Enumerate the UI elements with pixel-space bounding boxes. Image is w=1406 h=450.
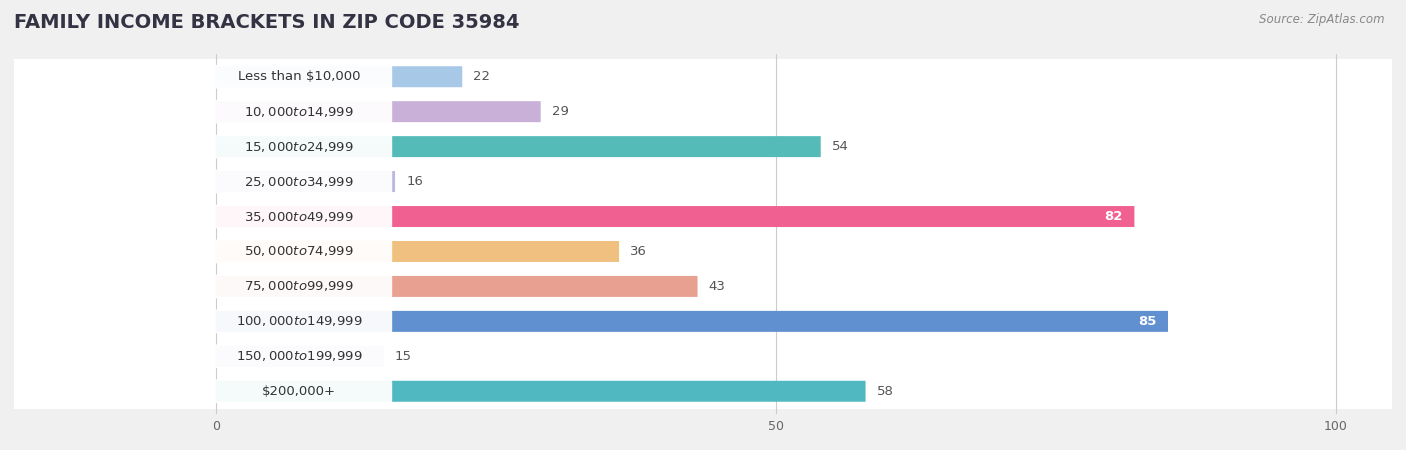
Text: 36: 36 — [630, 245, 647, 258]
Text: 82: 82 — [1105, 210, 1123, 223]
Text: $100,000 to $149,999: $100,000 to $149,999 — [236, 315, 363, 328]
FancyBboxPatch shape — [215, 171, 395, 192]
FancyBboxPatch shape — [14, 164, 1392, 199]
Text: 58: 58 — [876, 385, 893, 398]
FancyBboxPatch shape — [14, 59, 1392, 94]
Text: $25,000 to $34,999: $25,000 to $34,999 — [245, 175, 354, 189]
Text: 43: 43 — [709, 280, 725, 293]
FancyBboxPatch shape — [215, 346, 384, 367]
Text: Source: ZipAtlas.com: Source: ZipAtlas.com — [1260, 14, 1385, 27]
Text: 22: 22 — [474, 70, 491, 83]
FancyBboxPatch shape — [205, 344, 392, 368]
Text: $200,000+: $200,000+ — [262, 385, 336, 398]
Text: 29: 29 — [551, 105, 568, 118]
FancyBboxPatch shape — [205, 274, 392, 298]
Text: Less than $10,000: Less than $10,000 — [238, 70, 360, 83]
FancyBboxPatch shape — [215, 311, 1168, 332]
FancyBboxPatch shape — [205, 205, 392, 229]
FancyBboxPatch shape — [205, 379, 392, 403]
FancyBboxPatch shape — [205, 135, 392, 158]
Text: 15: 15 — [395, 350, 412, 363]
FancyBboxPatch shape — [215, 381, 866, 402]
FancyBboxPatch shape — [205, 170, 392, 194]
Text: FAMILY INCOME BRACKETS IN ZIP CODE 35984: FAMILY INCOME BRACKETS IN ZIP CODE 35984 — [14, 14, 520, 32]
Text: $75,000 to $99,999: $75,000 to $99,999 — [245, 279, 354, 293]
FancyBboxPatch shape — [215, 206, 1135, 227]
Text: $10,000 to $14,999: $10,000 to $14,999 — [245, 105, 354, 119]
FancyBboxPatch shape — [14, 234, 1392, 269]
FancyBboxPatch shape — [14, 304, 1392, 339]
FancyBboxPatch shape — [215, 241, 619, 262]
FancyBboxPatch shape — [215, 276, 697, 297]
FancyBboxPatch shape — [14, 374, 1392, 409]
FancyBboxPatch shape — [205, 65, 392, 89]
Text: 85: 85 — [1139, 315, 1157, 328]
Text: $15,000 to $24,999: $15,000 to $24,999 — [245, 140, 354, 153]
FancyBboxPatch shape — [14, 338, 1392, 374]
FancyBboxPatch shape — [14, 129, 1392, 164]
Text: $150,000 to $199,999: $150,000 to $199,999 — [236, 349, 363, 363]
FancyBboxPatch shape — [205, 100, 392, 124]
Text: 16: 16 — [406, 175, 423, 188]
FancyBboxPatch shape — [14, 199, 1392, 234]
Text: $50,000 to $74,999: $50,000 to $74,999 — [245, 244, 354, 258]
FancyBboxPatch shape — [215, 101, 541, 122]
FancyBboxPatch shape — [14, 94, 1392, 130]
FancyBboxPatch shape — [14, 269, 1392, 304]
FancyBboxPatch shape — [205, 239, 392, 263]
FancyBboxPatch shape — [215, 136, 821, 157]
FancyBboxPatch shape — [205, 310, 392, 333]
FancyBboxPatch shape — [215, 66, 463, 87]
Text: 54: 54 — [832, 140, 849, 153]
Text: $35,000 to $49,999: $35,000 to $49,999 — [245, 210, 354, 224]
